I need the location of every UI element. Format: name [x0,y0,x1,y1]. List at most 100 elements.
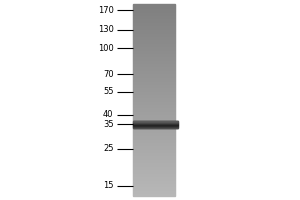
Bar [133,133,175,134]
Bar [133,187,175,188]
Bar [133,191,175,192]
Bar [133,185,175,186]
Text: 40: 40 [103,110,113,119]
Bar [133,9,175,10]
Bar [133,134,175,135]
Bar [133,31,175,32]
Bar [133,20,175,21]
Bar [133,32,175,33]
Bar [133,28,175,29]
Text: 100: 100 [98,44,113,53]
Bar [133,149,175,150]
Bar [133,35,175,36]
Bar [133,176,175,177]
Bar [133,140,175,141]
Bar [133,50,175,51]
Bar [133,105,175,106]
Bar [133,82,175,83]
Bar [133,36,175,37]
Bar [133,69,175,70]
Text: 55: 55 [103,87,113,96]
Bar [133,23,175,24]
Bar [133,49,175,50]
Bar [133,42,175,43]
Bar [133,98,175,99]
Bar [133,34,175,35]
Bar [133,161,175,162]
Bar [133,84,175,85]
Bar [133,52,175,53]
Bar [133,56,175,57]
Bar [133,143,175,144]
Bar [133,33,175,34]
Bar [133,92,175,93]
Bar [133,153,175,154]
Bar [133,181,175,182]
Bar [133,83,175,84]
Bar [133,73,175,74]
Bar [133,163,175,164]
Bar [133,127,178,128]
Bar [133,128,175,129]
Bar [133,78,175,79]
Bar [133,108,175,109]
Bar [133,175,175,176]
Bar [133,53,175,54]
Bar [133,180,175,181]
Bar [133,60,175,61]
Bar [133,152,175,153]
Bar [133,111,175,112]
Bar [133,18,175,19]
Bar [133,123,178,124]
Bar [133,86,175,87]
Bar [133,85,175,86]
Bar [133,15,175,16]
Bar [133,119,175,120]
Bar [133,186,175,187]
Bar [133,168,175,169]
Bar [133,91,175,92]
Bar [133,72,175,73]
Bar [133,21,175,22]
Bar [133,164,175,165]
Bar [133,151,175,152]
Bar [133,5,175,6]
Bar [133,139,175,140]
Bar [133,94,175,95]
Bar [133,71,175,72]
Bar [133,179,175,180]
Bar [133,118,175,119]
Bar [133,193,175,194]
Bar [133,126,175,127]
Bar [133,54,175,55]
Bar [133,95,175,96]
Bar [133,67,175,68]
Bar [133,17,175,18]
Bar [133,178,175,179]
Bar [133,127,175,128]
Bar [133,156,175,157]
Bar [133,183,175,184]
Bar [133,46,175,47]
Bar [133,130,175,131]
Bar [133,11,175,12]
Bar [133,122,178,123]
Bar [133,62,175,63]
Bar [133,174,175,175]
Bar [133,189,175,190]
Bar [133,99,175,100]
Bar [133,131,175,132]
Bar [133,192,175,193]
Bar [133,27,175,28]
Bar [133,4,175,5]
Bar [133,124,175,125]
Bar [133,154,175,155]
Bar [133,12,175,13]
Bar [133,96,175,97]
Bar [133,101,175,102]
Bar [133,160,175,161]
Bar [133,106,175,107]
Bar [133,158,175,159]
Bar [133,123,175,124]
Bar [133,132,175,133]
